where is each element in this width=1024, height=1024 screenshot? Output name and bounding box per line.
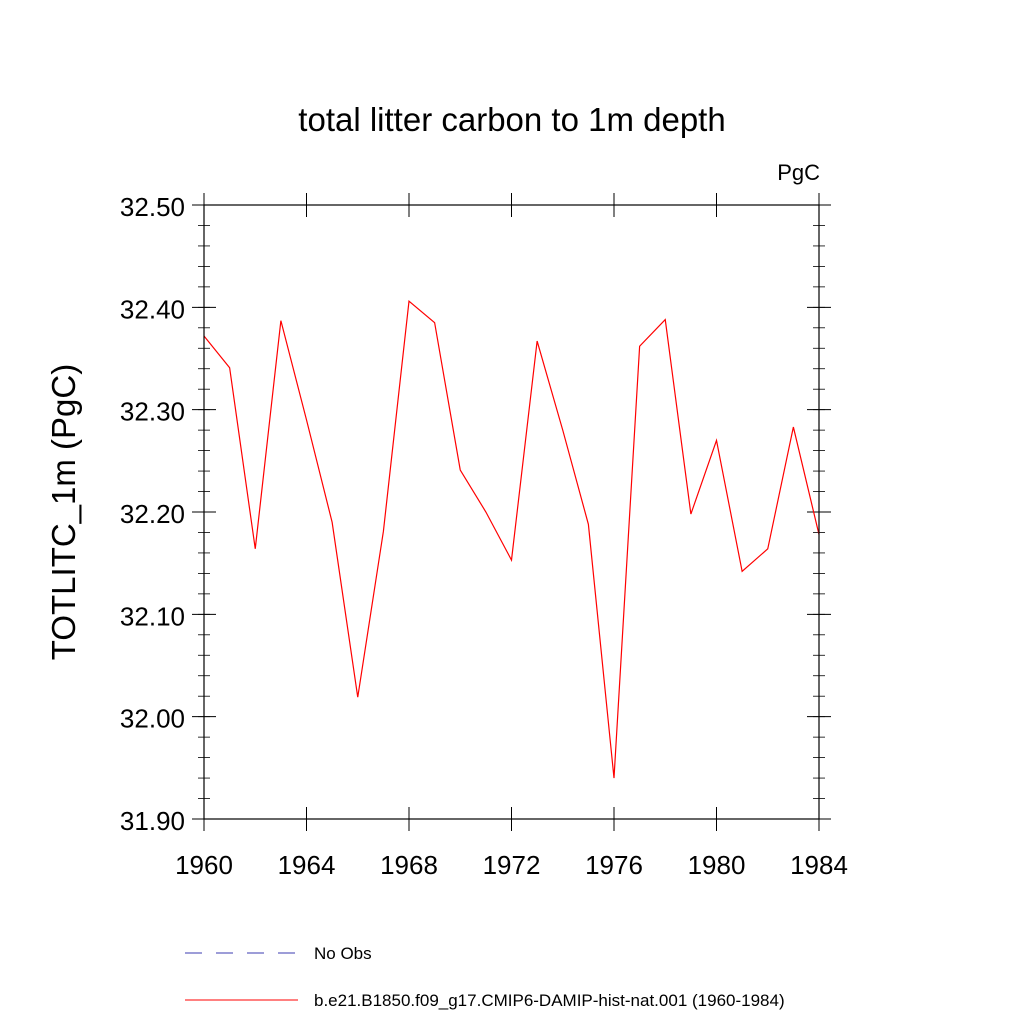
series-line	[203, 300, 820, 779]
y-tick-label: 32.00	[120, 704, 185, 734]
y-tick-label: 31.90	[120, 806, 185, 836]
y-tick-label: 32.50	[120, 192, 185, 222]
series-layer	[203, 300, 820, 779]
legend-label-no-obs: No Obs	[314, 944, 372, 963]
x-tick-label: 1976	[585, 850, 643, 880]
y-tick-label: 32.30	[120, 397, 185, 427]
x-tick-label: 1984	[790, 850, 848, 880]
plot-frame	[203, 204, 820, 820]
x-tick-label: 1972	[483, 850, 541, 880]
y-tick-label: 32.40	[120, 294, 185, 324]
x-tick-label: 1960	[175, 850, 233, 880]
y-tick-labels: 31.90 32.00 32.10 32.20 32.30 32.40 32.50	[120, 192, 185, 836]
units-label: PgC	[777, 160, 820, 185]
legend-label-model: b.e21.B1850.f09_g17.CMIP6-DAMIP-hist-nat…	[314, 991, 785, 1010]
y-axis-label: TOTLITC_1m (PgC)	[45, 364, 82, 660]
tick-marks	[192, 193, 831, 831]
x-tick-label: 1964	[278, 850, 336, 880]
x-tick-label: 1980	[688, 850, 746, 880]
y-tick-label: 32.20	[120, 499, 185, 529]
chart-title: total litter carbon to 1m depth	[298, 101, 725, 138]
x-tick-label: 1968	[380, 850, 438, 880]
x-tick-labels: 1960 1964 1968 1972 1976 1980 1984	[175, 850, 848, 880]
y-tick-label: 32.10	[120, 601, 185, 631]
legend: No Obs b.e21.B1850.f09_g17.CMIP6-DAMIP-h…	[185, 944, 785, 1010]
